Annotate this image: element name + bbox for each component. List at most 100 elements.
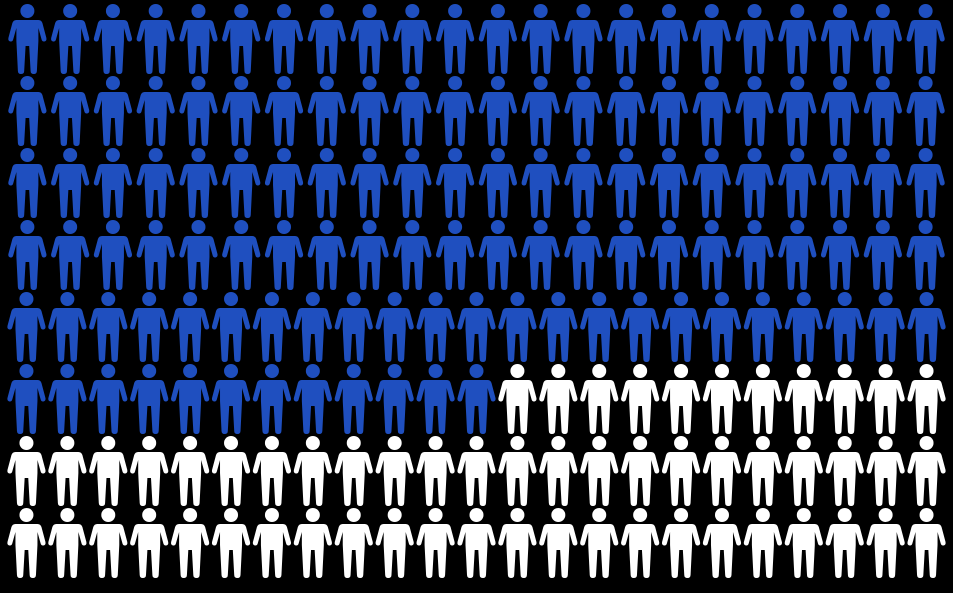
person-icon-highlighted bbox=[661, 292, 701, 362]
person-icon-highlighted bbox=[539, 292, 578, 362]
person-icon-highlighted bbox=[607, 76, 646, 146]
person-icon-highlighted bbox=[211, 364, 251, 434]
person-icon-highlighted bbox=[293, 292, 332, 362]
person-icon-highlighted bbox=[564, 4, 603, 74]
person-icon-highlighted bbox=[171, 292, 210, 362]
person-icon bbox=[498, 508, 537, 578]
person-icon-highlighted bbox=[93, 76, 133, 146]
person-icon-highlighted bbox=[211, 292, 251, 362]
person-icon bbox=[661, 364, 701, 434]
person-icon-highlighted bbox=[222, 4, 261, 74]
person-icon bbox=[661, 508, 701, 578]
person-icon-highlighted bbox=[307, 4, 346, 74]
person-icon bbox=[907, 508, 946, 578]
person-icon-highlighted bbox=[863, 220, 902, 290]
person-icon-highlighted bbox=[649, 220, 689, 290]
person-icon-highlighted bbox=[457, 292, 496, 362]
person-icon bbox=[293, 508, 332, 578]
person-icon-highlighted bbox=[820, 148, 860, 218]
person-icon-highlighted bbox=[307, 220, 346, 290]
person-icon-highlighted bbox=[436, 220, 475, 290]
person-icon-highlighted bbox=[564, 148, 603, 218]
person-icon-highlighted bbox=[130, 292, 169, 362]
person-icon-highlighted bbox=[89, 292, 128, 362]
person-icon bbox=[7, 436, 46, 506]
person-icon bbox=[866, 508, 905, 578]
person-icon bbox=[784, 364, 823, 434]
person-icon bbox=[211, 436, 251, 506]
icon-grid bbox=[7, 4, 946, 578]
person-icon-highlighted bbox=[48, 364, 87, 434]
person-icon bbox=[211, 508, 251, 578]
person-icon-highlighted bbox=[334, 364, 373, 434]
person-icon-highlighted bbox=[416, 292, 455, 362]
person-icon-highlighted bbox=[334, 292, 373, 362]
person-icon-highlighted bbox=[478, 220, 517, 290]
person-icon-highlighted bbox=[7, 292, 46, 362]
person-icon-highlighted bbox=[906, 4, 945, 74]
person-icon bbox=[539, 364, 578, 434]
person-icon bbox=[907, 436, 946, 506]
person-icon-highlighted bbox=[136, 148, 175, 218]
person-icon-highlighted bbox=[863, 76, 902, 146]
person-icon-highlighted bbox=[7, 364, 46, 434]
person-icon-highlighted bbox=[436, 76, 475, 146]
person-icon-highlighted bbox=[692, 220, 731, 290]
person-icon-highlighted bbox=[264, 220, 304, 290]
person-icon-highlighted bbox=[393, 76, 432, 146]
person-icon-highlighted bbox=[307, 148, 346, 218]
person-icon-highlighted bbox=[692, 76, 731, 146]
person-icon-highlighted bbox=[8, 220, 47, 290]
person-icon bbox=[334, 508, 373, 578]
person-icon-highlighted bbox=[264, 4, 304, 74]
person-icon bbox=[48, 436, 87, 506]
person-icon-highlighted bbox=[743, 292, 782, 362]
person-icon bbox=[784, 436, 823, 506]
person-icon bbox=[171, 436, 210, 506]
person-icon bbox=[702, 364, 742, 434]
person-icon bbox=[907, 364, 946, 434]
person-icon bbox=[48, 508, 87, 578]
person-icon bbox=[293, 436, 332, 506]
person-icon-highlighted bbox=[778, 4, 817, 74]
person-icon-highlighted bbox=[136, 76, 175, 146]
person-icon-highlighted bbox=[51, 76, 90, 146]
person-icon bbox=[375, 508, 414, 578]
person-icon-highlighted bbox=[350, 76, 389, 146]
person-icon-highlighted bbox=[778, 148, 817, 218]
person-icon bbox=[375, 436, 414, 506]
person-icon-highlighted bbox=[179, 76, 218, 146]
person-icon-highlighted bbox=[778, 220, 817, 290]
person-icon-highlighted bbox=[564, 76, 603, 146]
person-icon-highlighted bbox=[252, 364, 292, 434]
person-icon bbox=[252, 508, 292, 578]
person-icon bbox=[457, 436, 496, 506]
person-icon bbox=[457, 508, 496, 578]
person-icon-highlighted bbox=[136, 4, 175, 74]
person-icon-highlighted bbox=[222, 148, 261, 218]
person-icon-highlighted bbox=[906, 148, 945, 218]
person-icon-highlighted bbox=[8, 76, 47, 146]
person-icon-highlighted bbox=[393, 220, 432, 290]
person-icon bbox=[539, 436, 578, 506]
person-icon-highlighted bbox=[393, 148, 432, 218]
person-icon-highlighted bbox=[393, 4, 432, 74]
person-icon-highlighted bbox=[692, 4, 731, 74]
person-icon-highlighted bbox=[621, 292, 660, 362]
person-icon-highlighted bbox=[907, 292, 946, 362]
person-icon-highlighted bbox=[416, 364, 455, 434]
person-icon-highlighted bbox=[252, 292, 292, 362]
person-icon-highlighted bbox=[179, 4, 218, 74]
person-icon-highlighted bbox=[457, 364, 496, 434]
person-icon bbox=[171, 508, 210, 578]
person-icon-highlighted bbox=[521, 76, 560, 146]
person-icon bbox=[621, 436, 660, 506]
person-icon-highlighted bbox=[692, 148, 731, 218]
person-icon-highlighted bbox=[51, 148, 90, 218]
person-icon-highlighted bbox=[136, 220, 175, 290]
person-icon bbox=[621, 508, 660, 578]
person-icon-highlighted bbox=[735, 4, 774, 74]
person-icon bbox=[825, 364, 864, 434]
person-icon-highlighted bbox=[820, 220, 860, 290]
person-icon-highlighted bbox=[8, 4, 47, 74]
